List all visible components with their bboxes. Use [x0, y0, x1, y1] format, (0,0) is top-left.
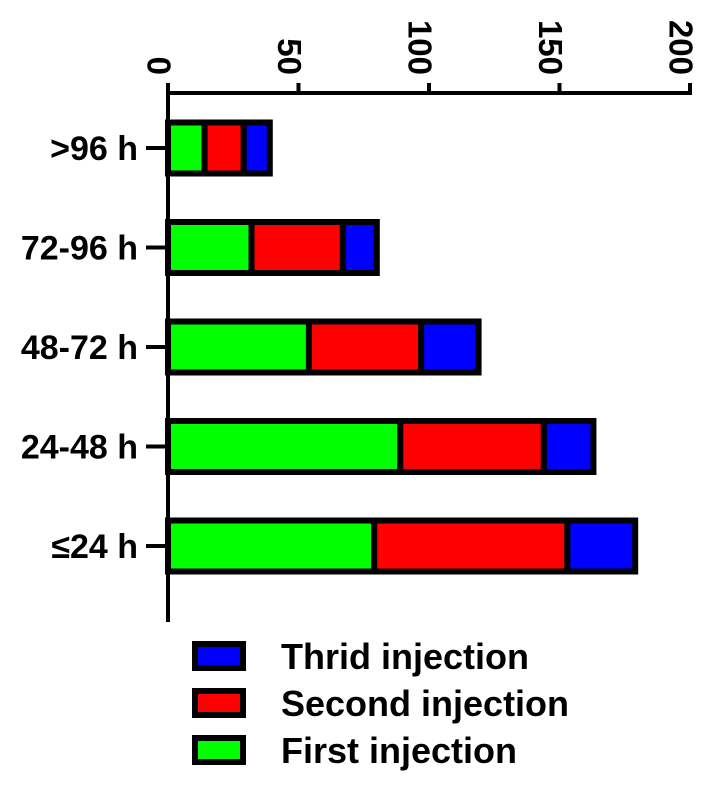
bar-segment-first-injection: [165, 219, 255, 276]
bar-segment-second-injection: [248, 219, 346, 276]
bar-segment-second-injection: [371, 517, 571, 575]
bar-segment-first-injection: [165, 517, 378, 575]
x-tick-label: 200: [662, 20, 699, 75]
bar-segment-second-injection: [397, 418, 547, 475]
bar-segment-thrid-injection: [240, 119, 273, 177]
x-tick-label: 100: [401, 20, 438, 75]
bar-segment-second-injection: [201, 119, 247, 177]
bar-segment-thrid-injection: [418, 318, 482, 376]
y-category-label: ≤24 h: [51, 528, 138, 566]
x-tick-label: 150: [532, 20, 569, 75]
bar-segment-thrid-injection: [564, 517, 639, 575]
bars: [165, 119, 639, 575]
legend: Thrid injection Second injection First inj…: [192, 636, 569, 771]
bar-segment-first-injection: [165, 318, 312, 376]
bar-segment-second-injection: [305, 318, 425, 376]
y-category-label: 48-72 h: [21, 329, 138, 367]
legend-swatch: [192, 735, 246, 765]
legend-label: Second injection: [281, 683, 569, 724]
y-category-label: >96 h: [50, 130, 138, 168]
y-category-label: 24-48 h: [21, 429, 138, 467]
legend-label: Thrid injection: [281, 636, 529, 677]
y-axis: >96 h 72-96 h 48-72 h 24-48 h ≤24 h: [21, 91, 170, 622]
bar-segment-thrid-injection: [540, 418, 597, 475]
legend-swatch: [192, 688, 246, 718]
x-tick-label: 0: [140, 57, 177, 75]
x-tick-label: 50: [271, 38, 308, 75]
legend-swatch: [192, 641, 246, 671]
bar-segment-first-injection: [165, 119, 208, 177]
legend-label: First injection: [281, 730, 517, 771]
bar-segment-thrid-injection: [339, 219, 380, 276]
bar-segment-first-injection: [165, 418, 404, 475]
x-axis: 0 50 100 150 200: [140, 20, 699, 95]
y-category-label: 72-96 h: [21, 230, 138, 268]
